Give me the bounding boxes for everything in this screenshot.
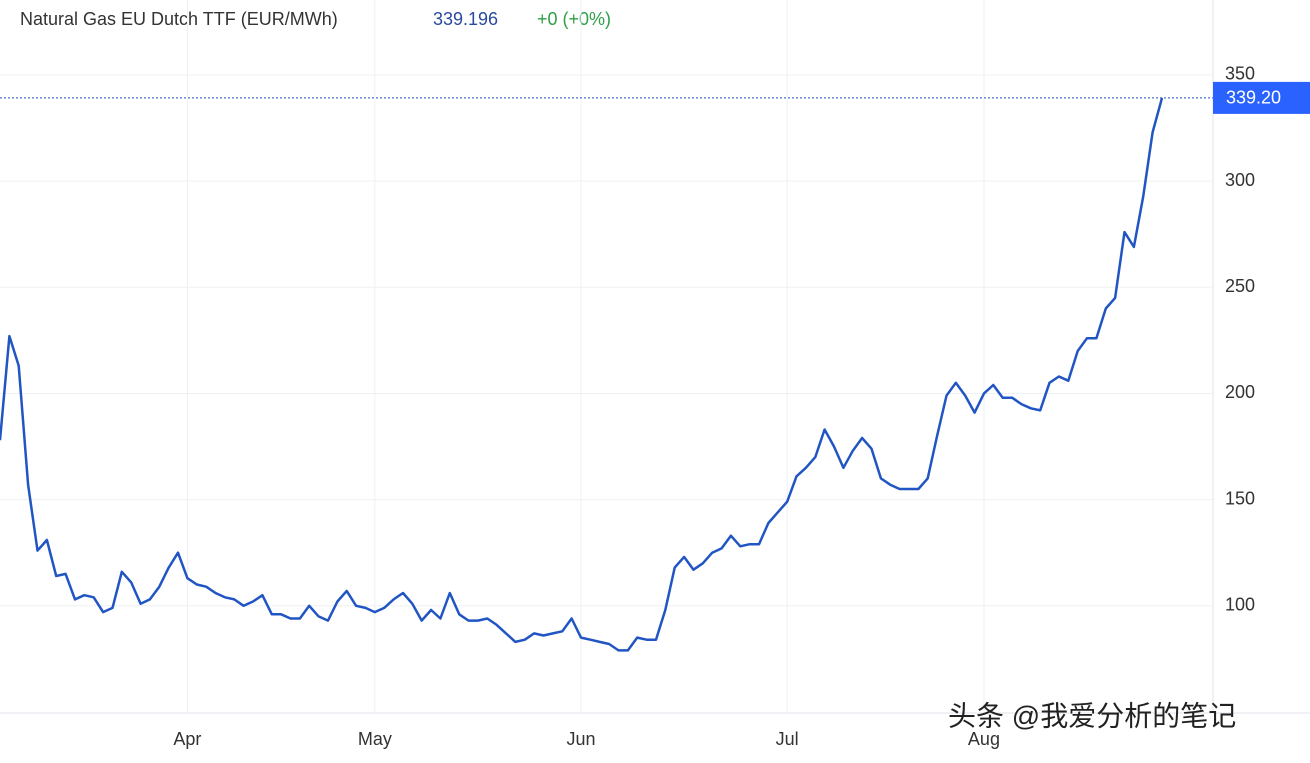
x-tick-label: Jun — [566, 729, 595, 749]
y-tick-label: 350 — [1225, 64, 1255, 84]
y-tick-label: 150 — [1225, 488, 1255, 508]
x-tick-label: May — [358, 729, 392, 749]
last-price-box — [1213, 81, 1310, 114]
grid — [0, 0, 1213, 713]
price-line — [0, 97, 1164, 652]
chart-title: Natural Gas EU Dutch TTF (EUR/MWh) — [20, 9, 338, 29]
y-tick-label: 250 — [1225, 276, 1255, 296]
change: +0 (+0%) — [537, 9, 611, 29]
watermark: 头条 @我爱分析的笔记 — [948, 700, 1236, 731]
y-tick-label: 300 — [1225, 170, 1255, 190]
x-tick-label: Jul — [776, 729, 799, 749]
x-tick-label: Apr — [173, 729, 201, 749]
x-tick-label: Aug — [968, 729, 1000, 749]
price: 339.196 — [433, 9, 498, 29]
y-tick-label: 100 — [1225, 595, 1255, 615]
y-tick-label: 200 — [1225, 382, 1255, 402]
last-price-label: 339.20 — [1226, 88, 1281, 108]
plot — [0, 97, 1213, 652]
